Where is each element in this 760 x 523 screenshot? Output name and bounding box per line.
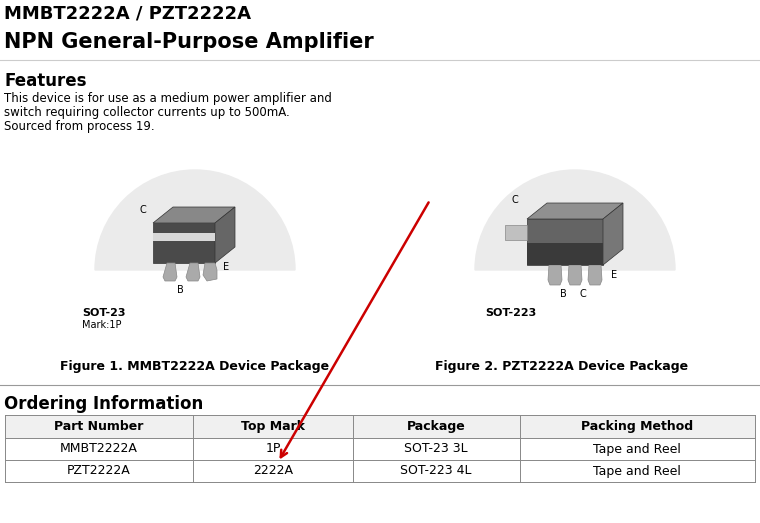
Text: Part Number: Part Number xyxy=(54,420,144,433)
Polygon shape xyxy=(588,265,602,285)
Wedge shape xyxy=(95,170,295,270)
Text: Figure 1. MMBT2222A Device Package: Figure 1. MMBT2222A Device Package xyxy=(60,360,329,373)
Text: switch requiring collector currents up to 500mA.: switch requiring collector currents up t… xyxy=(4,106,290,119)
Text: This device is for use as a medium power amplifier and: This device is for use as a medium power… xyxy=(4,92,332,105)
Text: 1P: 1P xyxy=(265,442,280,456)
Polygon shape xyxy=(603,203,623,265)
Text: NPN General-Purpose Amplifier: NPN General-Purpose Amplifier xyxy=(4,32,374,52)
Text: SOT-23 3L: SOT-23 3L xyxy=(404,442,468,456)
Text: B: B xyxy=(559,289,566,299)
Text: PZT2222A: PZT2222A xyxy=(67,464,131,477)
Text: C: C xyxy=(580,289,587,299)
FancyBboxPatch shape xyxy=(5,415,755,438)
Text: Package: Package xyxy=(407,420,465,433)
Text: E: E xyxy=(611,270,617,280)
Polygon shape xyxy=(153,207,235,223)
Polygon shape xyxy=(153,233,215,241)
Text: B: B xyxy=(176,285,183,295)
Text: Features: Features xyxy=(4,72,87,90)
Text: MMBT2222A: MMBT2222A xyxy=(60,442,138,456)
Text: Sourced from process 19.: Sourced from process 19. xyxy=(4,120,154,133)
Text: Figure 2. PZT2222A Device Package: Figure 2. PZT2222A Device Package xyxy=(435,360,688,373)
Text: Tape and Reel: Tape and Reel xyxy=(593,442,681,456)
Text: Top Mark: Top Mark xyxy=(241,420,305,433)
Polygon shape xyxy=(568,265,582,285)
Polygon shape xyxy=(215,207,235,263)
Text: SOT-23: SOT-23 xyxy=(82,308,125,318)
Text: 2222A: 2222A xyxy=(253,464,293,477)
Polygon shape xyxy=(163,263,177,281)
Text: SOT-223: SOT-223 xyxy=(485,308,537,318)
Wedge shape xyxy=(475,170,675,270)
Polygon shape xyxy=(203,263,217,281)
Polygon shape xyxy=(548,265,562,285)
Text: Packing Method: Packing Method xyxy=(581,420,693,433)
Text: E: E xyxy=(223,262,229,272)
Polygon shape xyxy=(186,263,200,281)
Text: Tape and Reel: Tape and Reel xyxy=(593,464,681,477)
Polygon shape xyxy=(527,243,603,265)
Text: MMBT2222A / PZT2222A: MMBT2222A / PZT2222A xyxy=(4,5,251,23)
Polygon shape xyxy=(527,219,603,265)
Text: Ordering Information: Ordering Information xyxy=(4,395,203,413)
Polygon shape xyxy=(153,223,215,263)
Text: C: C xyxy=(511,195,518,205)
Text: C: C xyxy=(140,205,147,215)
Polygon shape xyxy=(505,225,527,240)
Text: Mark:1P: Mark:1P xyxy=(82,320,122,330)
Polygon shape xyxy=(527,203,623,219)
Text: SOT-223 4L: SOT-223 4L xyxy=(401,464,472,477)
